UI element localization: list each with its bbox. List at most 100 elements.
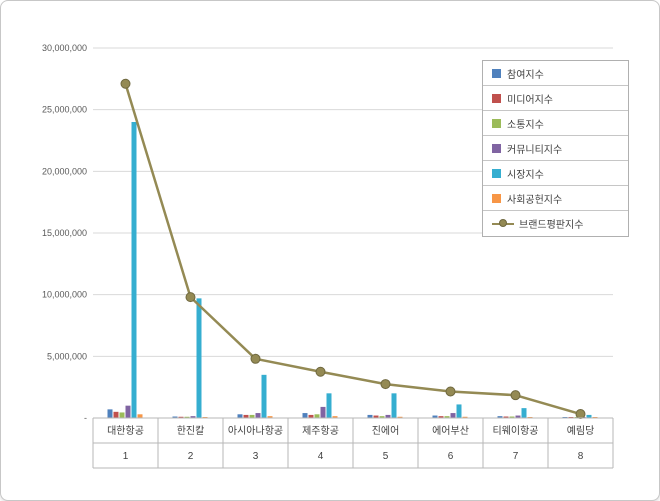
bar (444, 416, 450, 418)
bar (373, 415, 379, 418)
bar (497, 416, 503, 418)
bar (515, 415, 521, 418)
category-number-label: 6 (448, 451, 454, 462)
legend-swatch-icon (492, 68, 501, 78)
bar (113, 411, 119, 418)
legend-item-미디어지수: 미디어지수 (483, 86, 628, 111)
category-number-label: 2 (188, 451, 194, 462)
bar (125, 405, 131, 418)
category-label: 티웨이항공 (493, 425, 539, 437)
y-axis-tick-label: 10,000,000 (42, 290, 87, 300)
gridlines (93, 47, 613, 357)
legend-label: 미디어지수 (507, 94, 553, 106)
legend-swatch-icon (492, 168, 501, 178)
line-marker (185, 292, 196, 303)
bar (509, 416, 515, 418)
legend-label: 시장지수 (507, 169, 544, 181)
legend-item-시장지수: 시장지수 (483, 161, 628, 186)
category-number-label: 8 (578, 451, 584, 462)
category-number-label: 5 (383, 451, 389, 462)
line-marker (250, 353, 261, 364)
legend-item-참여지수: 참여지수 (483, 61, 628, 86)
legend-label: 참여지수 (507, 69, 544, 81)
category-label: 에어부산 (432, 425, 469, 437)
bar (131, 122, 137, 418)
y-axis-tick-label: 5,000,000 (47, 351, 87, 361)
bar (190, 416, 196, 418)
y-axis-tick-label: 25,000,000 (42, 105, 87, 115)
bar (137, 414, 143, 418)
category-label: 아시아나항공 (228, 425, 283, 437)
bar-series-소통지수 (119, 412, 580, 418)
trend-line (124, 83, 581, 416)
bar (249, 414, 255, 418)
x-axis-table: 대한항공 한진칼 아시아나항공 제주항공 진에어 에어부산 티웨이항공 예림당 1 2 3 4 5 6 7 8 (92, 417, 614, 469)
legend-item-사회공헌지수: 사회공헌지수 (483, 186, 628, 211)
bar (586, 414, 592, 418)
category-number-label: 7 (513, 451, 519, 462)
bar-series-시장지수 (131, 122, 592, 418)
category-label: 대한항공 (107, 425, 144, 437)
bar (397, 416, 403, 418)
bar (314, 414, 320, 418)
category-number-label: 1 (123, 451, 129, 462)
bar (172, 416, 178, 418)
category-label: 예림당 (567, 425, 595, 437)
legend-label: 커뮤니티지수 (507, 144, 563, 156)
line-marker (120, 78, 131, 89)
y-axis-labels: - 5,000,000 10,000,000 15,000,000 20,000,000… (42, 43, 87, 423)
legend-line-marker-icon (492, 219, 514, 228)
bar (119, 412, 125, 418)
bar-series-미디어지수 (113, 411, 574, 418)
bar (308, 414, 314, 418)
category-number-label: 4 (318, 451, 324, 462)
legend-item-소통지수: 소통지수 (483, 111, 628, 136)
legend-swatch-icon (492, 193, 501, 203)
legend-item-브랜드평판지수: 브랜드평판지수 (483, 211, 628, 236)
line-series-브랜드평판지수 (120, 78, 586, 420)
bar (261, 374, 267, 418)
bar (385, 414, 391, 418)
y-axis-tick-label: 30,000,000 (42, 43, 87, 53)
category-label: 진에어 (372, 425, 400, 437)
category-label: 한진칼 (177, 424, 205, 437)
bar (243, 414, 249, 418)
bar (326, 393, 332, 418)
bar (456, 404, 462, 418)
legend-item-커뮤니티지수: 커뮤니티지수 (483, 136, 628, 161)
bar (320, 406, 326, 418)
legend-swatch-icon (492, 118, 501, 128)
bar (432, 415, 438, 418)
bar (178, 416, 184, 418)
bar (237, 414, 243, 418)
line-marker (510, 390, 521, 401)
legend-label: 사회공헌지수 (507, 194, 563, 206)
bar-series-커뮤니티지수 (125, 405, 586, 418)
line-marker (315, 366, 326, 377)
bar (391, 393, 397, 418)
bar (521, 408, 527, 418)
legend-swatch-icon (492, 93, 501, 103)
legend-label: 소통지수 (507, 119, 544, 131)
y-axis-tick-label: - (84, 413, 87, 423)
line-marker (575, 409, 586, 420)
y-axis-tick-label: 15,000,000 (42, 228, 87, 238)
category-label: 제주항공 (302, 425, 339, 437)
legend-label: 브랜드평판지수 (519, 220, 584, 231)
bar (332, 416, 338, 418)
legend-swatch-icon (492, 143, 501, 153)
bar (302, 413, 308, 418)
bar (450, 413, 456, 418)
bar (379, 416, 385, 418)
bar (367, 414, 373, 418)
bar (184, 416, 190, 418)
bar (462, 416, 468, 418)
y-axis-tick-label: 20,000,000 (42, 166, 87, 176)
bar (107, 409, 113, 418)
line-marker (445, 386, 456, 397)
bar (196, 298, 202, 418)
category-number-label: 3 (253, 451, 259, 462)
